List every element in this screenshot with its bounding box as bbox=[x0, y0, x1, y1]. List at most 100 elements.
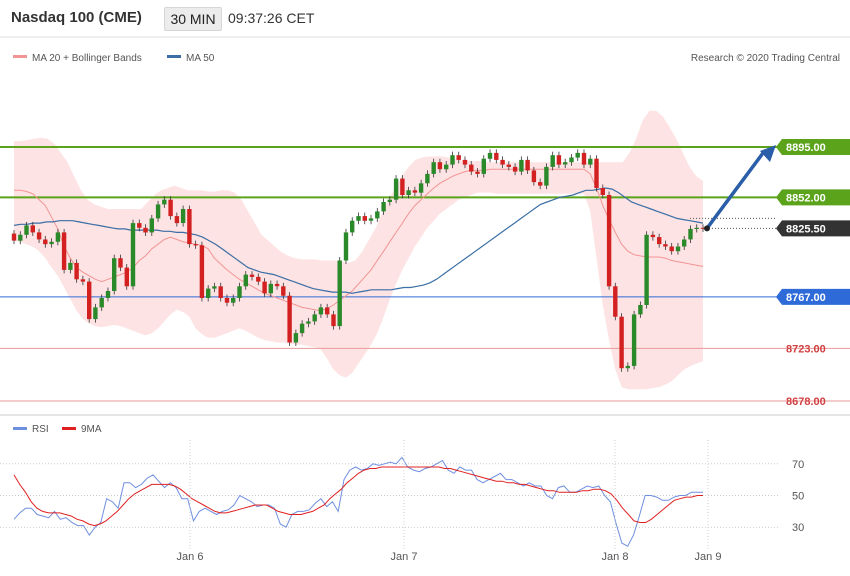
candle-body bbox=[475, 171, 480, 174]
candle bbox=[61, 228, 67, 274]
candle bbox=[130, 219, 136, 290]
rsi-lines bbox=[13, 456, 703, 547]
candle bbox=[362, 212, 367, 225]
candle bbox=[105, 287, 111, 302]
candle-body bbox=[155, 204, 161, 219]
candle-body bbox=[462, 159, 468, 165]
candle bbox=[675, 242, 681, 255]
candle bbox=[450, 151, 455, 169]
candle bbox=[80, 275, 86, 286]
ma50-line bbox=[13, 187, 704, 294]
candle bbox=[331, 310, 336, 330]
candle bbox=[400, 175, 405, 199]
candle-body bbox=[193, 244, 198, 246]
candle-body bbox=[224, 298, 230, 303]
candle-body bbox=[11, 233, 17, 241]
candle bbox=[644, 231, 649, 309]
candle bbox=[268, 280, 273, 297]
candle bbox=[193, 240, 198, 249]
candle bbox=[544, 163, 549, 190]
candle bbox=[418, 179, 424, 197]
candle bbox=[381, 198, 386, 215]
candle-body bbox=[406, 190, 411, 195]
ma20-legend-label: MA 20 + Bollinger Bands bbox=[32, 53, 142, 64]
candle-body bbox=[362, 216, 367, 221]
candle-body bbox=[431, 162, 436, 174]
candle bbox=[469, 161, 474, 176]
candle bbox=[143, 224, 148, 236]
candle-body bbox=[212, 286, 217, 289]
time-tick-label: Jan 9 bbox=[695, 551, 722, 563]
candle-body bbox=[30, 225, 35, 233]
interval-selector[interactable]: 30 MIN bbox=[164, 7, 222, 31]
candle-body bbox=[74, 262, 79, 280]
price-labels: 8895.00 8852.00 8825.50 8767.00 8723.00 8678.… bbox=[776, 139, 850, 408]
price-label-8895-00: 8895.00 bbox=[776, 139, 850, 155]
candle bbox=[425, 170, 430, 187]
rsi-ma-legend-label: 9MA bbox=[81, 424, 102, 435]
candle bbox=[368, 214, 374, 225]
candle bbox=[212, 282, 217, 293]
candle-body bbox=[500, 159, 505, 165]
candle-body bbox=[325, 307, 330, 315]
candle-body bbox=[588, 158, 593, 165]
rsi-line bbox=[13, 456, 703, 547]
candle-body bbox=[124, 267, 129, 287]
candle bbox=[337, 257, 342, 330]
candle bbox=[619, 313, 624, 372]
candle bbox=[613, 282, 618, 321]
candle bbox=[663, 240, 668, 251]
price-label-8767-00: 8767.00 bbox=[776, 288, 850, 305]
candle-body bbox=[387, 199, 392, 202]
candle bbox=[287, 292, 292, 346]
candle-body bbox=[337, 260, 342, 326]
instrument-title: Nasdaq 100 (CME) bbox=[11, 9, 142, 26]
candle bbox=[243, 271, 248, 290]
projection-arrow bbox=[704, 145, 776, 232]
candle-body bbox=[174, 216, 180, 224]
price-label-text: 8767.00 bbox=[786, 292, 826, 304]
candle-body bbox=[343, 232, 349, 261]
candle bbox=[638, 301, 643, 318]
candle bbox=[412, 186, 418, 197]
candle-body bbox=[613, 286, 618, 317]
time-tick-label: Jan 7 bbox=[391, 551, 418, 563]
chart-header: Nasdaq 100 (CME) 30 MIN 09:37:26 CET bbox=[0, 0, 850, 36]
current-price-dot bbox=[704, 225, 710, 232]
candle bbox=[306, 317, 311, 328]
rsi-axis: 30 50 70 bbox=[792, 459, 804, 534]
candle-body bbox=[299, 323, 305, 334]
candle bbox=[406, 186, 411, 199]
candle bbox=[249, 271, 255, 281]
candle-body bbox=[600, 188, 605, 195]
candle-body bbox=[594, 158, 599, 188]
candle bbox=[393, 175, 399, 204]
bollinger-bands bbox=[14, 110, 703, 390]
candle-body bbox=[550, 155, 555, 167]
price-label-text: 8852.00 bbox=[786, 192, 826, 204]
candle-body bbox=[606, 195, 612, 287]
candle bbox=[325, 303, 330, 318]
candle bbox=[494, 149, 499, 164]
candle-body bbox=[682, 239, 687, 247]
candle-body bbox=[400, 178, 405, 195]
candle-body bbox=[112, 258, 117, 291]
candle bbox=[206, 285, 211, 302]
candle-body bbox=[18, 234, 23, 241]
candle-body bbox=[256, 276, 261, 282]
candle-body bbox=[43, 239, 48, 245]
candle-body bbox=[68, 262, 73, 270]
candle bbox=[74, 259, 79, 283]
candle-body bbox=[105, 291, 111, 298]
candle bbox=[700, 224, 706, 232]
candle-body bbox=[650, 234, 656, 238]
candle bbox=[657, 233, 662, 248]
candle bbox=[600, 184, 605, 199]
candle bbox=[343, 228, 349, 265]
candle bbox=[437, 158, 443, 173]
candle-body bbox=[262, 281, 267, 294]
candle bbox=[318, 303, 324, 318]
candle bbox=[55, 228, 61, 246]
candle-body bbox=[168, 199, 173, 217]
